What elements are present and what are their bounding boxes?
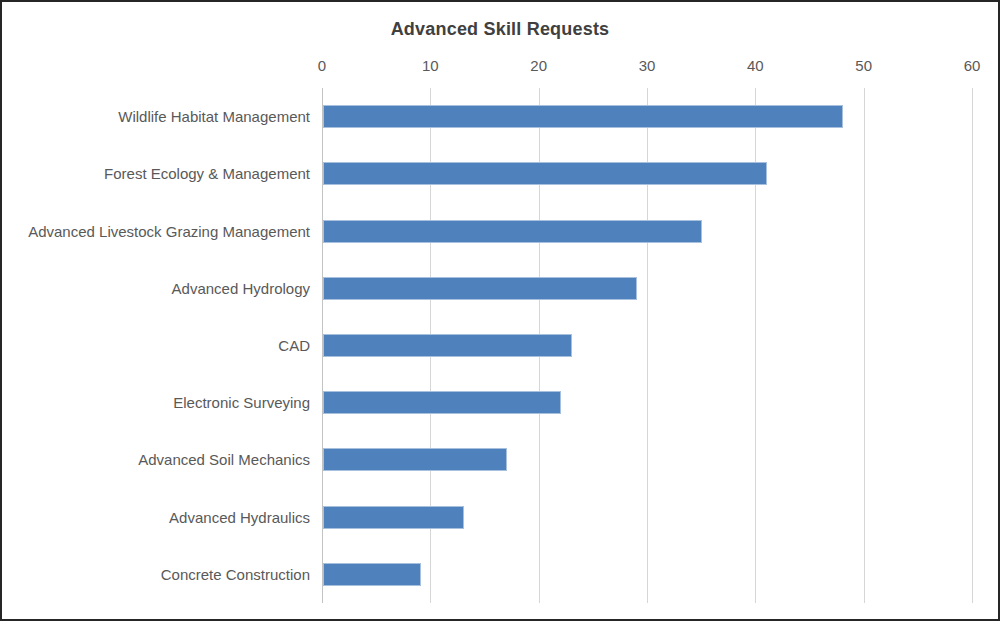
bar-row (322, 317, 972, 374)
x-axis-tick-label: 30 (639, 56, 656, 76)
x-axis-tick-label: 60 (964, 56, 981, 76)
bar (323, 563, 421, 586)
category-label: Forest Ecology & Management (2, 145, 310, 202)
chart-container: Advanced Skill Requests 0 10 20 30 40 50 60 Wi… (0, 0, 1000, 621)
bar-row (322, 374, 972, 431)
x-axis: 0 10 20 30 40 50 60 (2, 56, 998, 76)
category-label: Wildlife Habitat Management (2, 88, 310, 145)
bar-row (322, 202, 972, 259)
bar (323, 391, 561, 414)
x-axis-tick-label: 40 (747, 56, 764, 76)
bar-row (322, 489, 972, 546)
category-label: CAD (2, 317, 310, 374)
chart-title: Advanced Skill Requests (2, 19, 998, 40)
plot-area (322, 88, 972, 603)
bar-row (322, 88, 972, 145)
gridline (972, 88, 973, 603)
bar (323, 220, 702, 243)
bar (323, 162, 767, 185)
category-label: Advanced Livestock Grazing Management (2, 202, 310, 259)
bar-row (322, 260, 972, 317)
bar (323, 448, 507, 471)
x-axis-tick-label: 50 (855, 56, 872, 76)
category-label: Advanced Soil Mechanics (2, 431, 310, 488)
x-axis-tick-label: 20 (530, 56, 547, 76)
bar (323, 277, 637, 300)
bar-row (322, 145, 972, 202)
category-label: Concrete Construction (2, 546, 310, 603)
category-label: Advanced Hydraulics (2, 489, 310, 546)
category-label: Advanced Hydrology (2, 260, 310, 317)
bar (323, 334, 572, 357)
bar (323, 105, 843, 128)
category-label: Electronic Surveying (2, 374, 310, 431)
bar-row (322, 431, 972, 488)
y-axis-labels: Wildlife Habitat ManagementForest Ecolog… (2, 88, 310, 603)
x-axis-tick-label: 10 (422, 56, 439, 76)
bar-row (322, 546, 972, 603)
bar (323, 506, 464, 529)
x-axis-tick-label: 0 (318, 56, 326, 76)
